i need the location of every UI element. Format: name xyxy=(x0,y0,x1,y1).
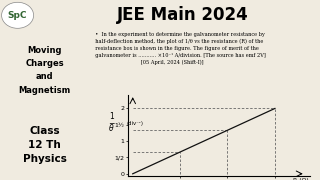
Text: SpC: SpC xyxy=(8,11,27,20)
Text: 1: 1 xyxy=(109,112,114,121)
Text: •  In the experiment to determine the galvanometer resistance by
  half-deflecti: • In the experiment to determine the gal… xyxy=(92,32,266,65)
Text: Moving
Charges
and
Magnetism: Moving Charges and Magnetism xyxy=(19,46,71,95)
Text: JEE Main 2024: JEE Main 2024 xyxy=(116,6,248,24)
Text: Class
12 Th
Physics: Class 12 Th Physics xyxy=(23,126,67,164)
Text: θ: θ xyxy=(109,124,114,133)
Text: ─: ─ xyxy=(109,119,114,128)
Text: R (Ω): R (Ω) xyxy=(293,179,309,180)
Ellipse shape xyxy=(2,2,34,28)
Text: (div⁻¹): (div⁻¹) xyxy=(127,121,144,126)
